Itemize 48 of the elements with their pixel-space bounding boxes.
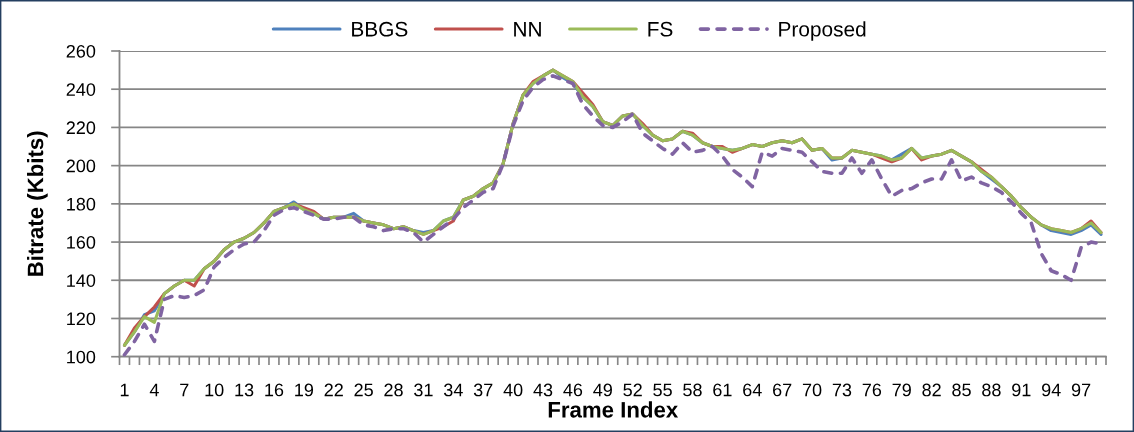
x-tick-label: 79 [892, 383, 911, 397]
x-tick-label: 16 [265, 383, 284, 397]
x-tick-label: 70 [802, 383, 822, 397]
x-tick-label: 10 [205, 383, 224, 397]
y-axis-title: Bitrate (Kbits) [27, 131, 48, 276]
x-tick-label: 31 [414, 383, 433, 397]
y-tick-label: 200 [66, 159, 96, 173]
x-tick-label: 94 [1042, 383, 1061, 397]
x-tick-label: 43 [533, 383, 553, 397]
x-tick-label: 91 [1012, 383, 1031, 397]
x-tick-label: 7 [180, 383, 189, 397]
x-tick-label: 64 [743, 383, 762, 397]
x-tick-label: 28 [384, 383, 403, 397]
x-tick-label: 97 [1071, 383, 1091, 397]
x-tick-label: 82 [922, 383, 941, 397]
y-tick-label: 240 [66, 83, 96, 96]
x-tick-label: 13 [235, 383, 254, 397]
x-tick-label: 58 [683, 383, 702, 397]
y-tick-label: 220 [66, 121, 96, 135]
x-tick-label: 25 [354, 383, 373, 397]
x-tick-label: 1 [120, 383, 129, 397]
x-tick-label: 40 [503, 383, 523, 397]
x-tick-label: 46 [563, 383, 583, 397]
x-tick-label: 49 [593, 383, 612, 397]
y-tick-label: 120 [67, 312, 96, 326]
y-tick-label: 160 [67, 236, 96, 249]
legend-label: NN [514, 22, 541, 37]
legend-label: FS [648, 21, 673, 37]
x-tick-label: 61 [713, 383, 732, 397]
x-tick-label: 22 [324, 383, 343, 397]
x-axis-title: Frame Index [548, 401, 679, 418]
y-tick-label: 140 [67, 274, 96, 287]
x-tick-label: 76 [862, 383, 882, 397]
x-tick-label: 19 [295, 383, 314, 397]
x-tick-label: 34 [443, 383, 463, 397]
x-tick-label: 37 [473, 383, 493, 397]
y-tick-label: 100 [67, 350, 96, 364]
x-tick-label: 88 [982, 383, 1001, 397]
x-tick-label: 85 [952, 383, 971, 397]
x-tick-label: 4 [149, 383, 159, 397]
legend-label: Proposed [779, 21, 866, 41]
y-tick-label: 260 [66, 44, 96, 58]
x-tick-label: 73 [832, 383, 852, 397]
x-tick-label: 67 [773, 383, 792, 397]
y-tick-label: 180 [67, 197, 96, 211]
x-tick-label: 52 [623, 383, 642, 397]
x-tick-label: 55 [653, 383, 672, 397]
legend-label: BBGS [352, 21, 408, 37]
